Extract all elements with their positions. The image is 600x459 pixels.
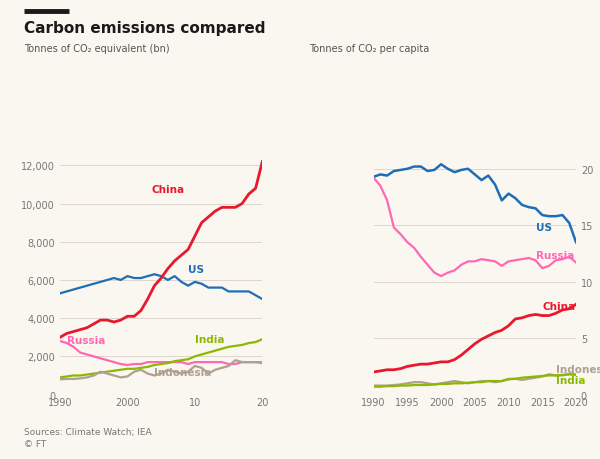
Text: US: US bbox=[536, 222, 551, 232]
Text: Tonnes of CO₂ equivalent (bn): Tonnes of CO₂ equivalent (bn) bbox=[24, 44, 170, 54]
Text: China: China bbox=[542, 301, 575, 311]
Text: Russia: Russia bbox=[67, 335, 105, 345]
Text: Russia: Russia bbox=[536, 251, 574, 260]
Text: Carbon emissions compared: Carbon emissions compared bbox=[24, 21, 265, 36]
Text: India: India bbox=[195, 334, 224, 344]
Text: China: China bbox=[151, 185, 184, 195]
Text: Indonesia: Indonesia bbox=[556, 364, 600, 374]
Text: Indonesia: Indonesia bbox=[154, 367, 212, 377]
Text: Sources: Climate Watch; IEA
© FT: Sources: Climate Watch; IEA © FT bbox=[24, 427, 152, 448]
Text: India: India bbox=[556, 375, 585, 386]
Text: Tonnes of CO₂ per capita: Tonnes of CO₂ per capita bbox=[309, 44, 429, 54]
Text: US: US bbox=[188, 265, 204, 275]
